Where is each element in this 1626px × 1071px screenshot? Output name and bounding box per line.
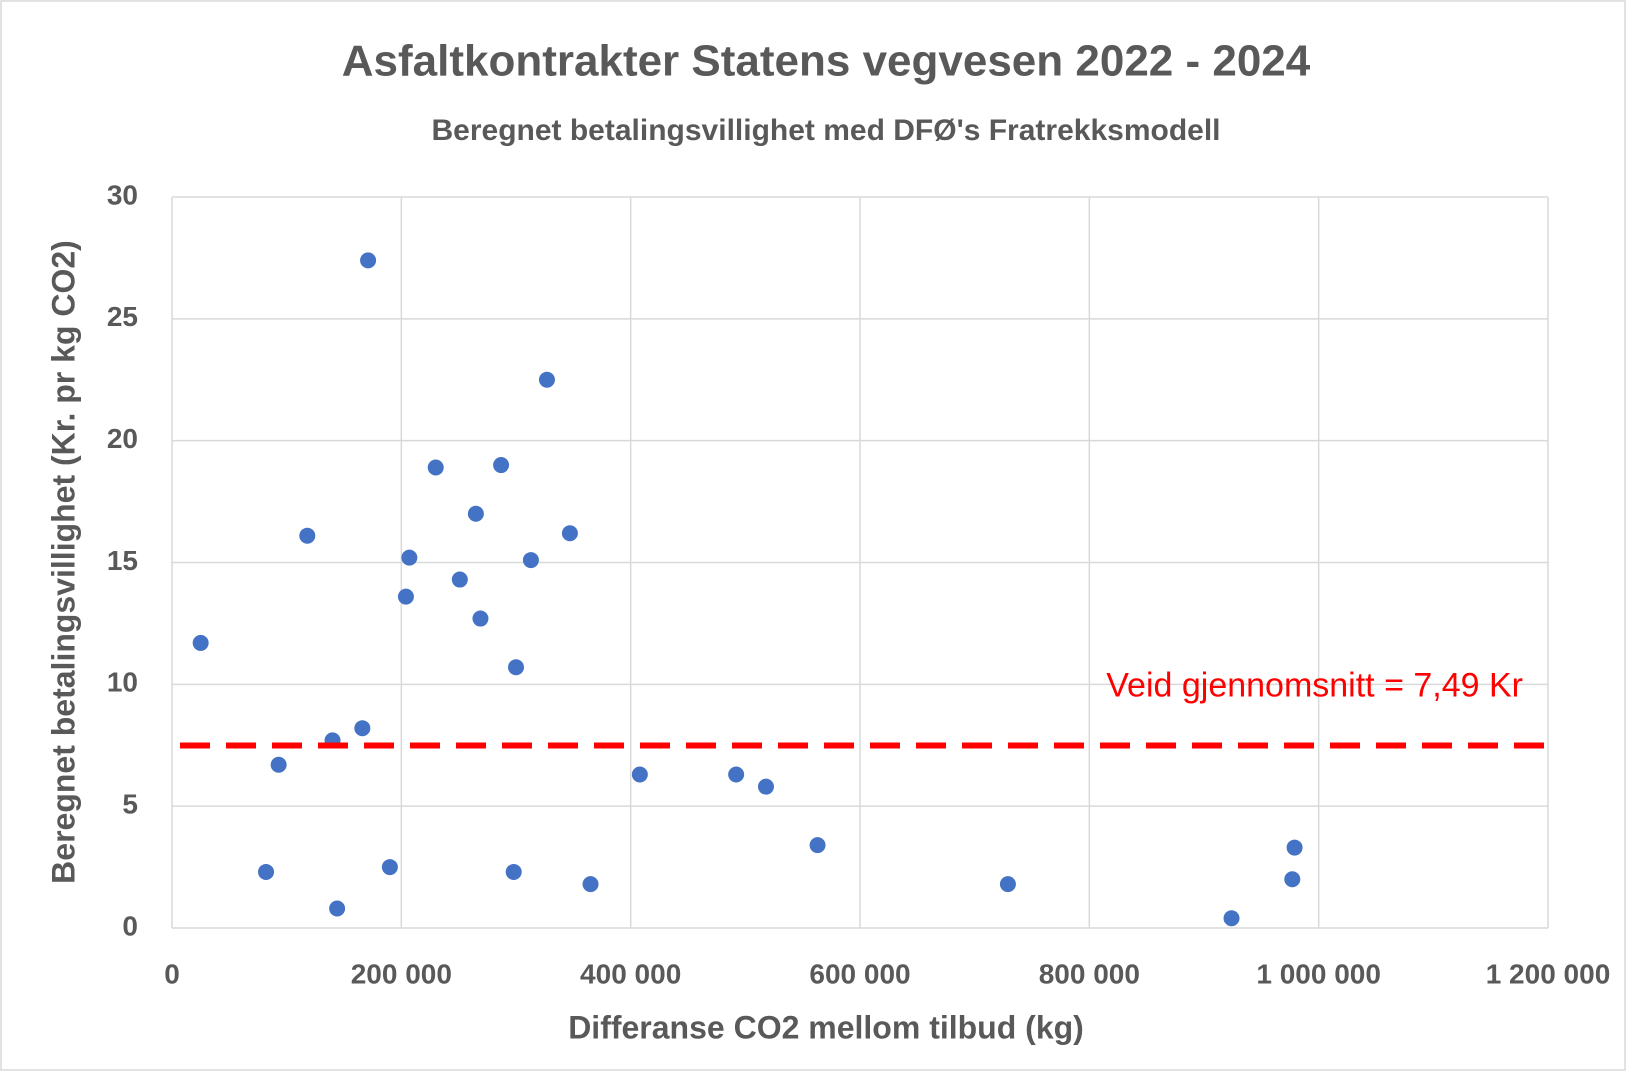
data-point [397,588,414,605]
data-point [270,756,287,773]
y-tick-label: 15 [107,545,138,576]
data-point [451,571,468,588]
data-point [493,457,510,474]
data-point [381,859,398,876]
data-point [258,863,275,880]
x-tick-label: 1 200 000 [1486,958,1611,989]
y-axis-label: Beregnet betalingsvillighet (Kr. pr kg C… [45,240,81,884]
y-tick-label: 0 [122,910,138,941]
data-point [329,900,346,917]
x-tick-label: 1 000 000 [1256,958,1381,989]
data-point [401,549,418,566]
data-point [522,552,539,569]
y-tick-label: 25 [107,301,138,332]
data-point [1286,839,1303,856]
x-axis-label: Differanse CO2 mellom tilbud (kg) [568,1009,1084,1045]
x-tick-label: 400 000 [580,958,681,989]
data-point [472,610,489,627]
x-tick-label: 0 [164,958,180,989]
data-point [561,525,578,542]
data-point [299,527,316,544]
data-point [1284,871,1301,888]
data-point [809,837,826,854]
x-tick-label: 200 000 [351,958,452,989]
data-point [467,505,484,522]
data-point [427,459,444,476]
data-point [631,766,648,783]
data-point [505,863,522,880]
x-tick-label: 800 000 [1039,958,1140,989]
y-tick-label: 10 [107,667,138,698]
chart-subtitle: Beregnet betalingsvillighet med DFØ's Fr… [431,114,1220,147]
data-point [728,766,745,783]
data-point [1223,910,1240,927]
x-tick-label: 600 000 [809,958,910,989]
y-tick-label: 5 [122,789,138,820]
data-point [354,720,371,737]
data-point [757,778,774,795]
data-point [192,634,209,651]
annotation: Veid gjennomsnitt = 7,49 Kr [1106,666,1523,704]
y-tick-label: 30 [107,179,138,210]
data-point [508,659,524,676]
data-point [582,876,599,893]
y-tick-label: 20 [107,423,138,454]
data-point [360,252,377,269]
data-point [538,371,555,388]
data-point [999,876,1016,893]
chart-title: Asfaltkontrakter Statens vegvesen 2022 -… [342,37,1311,86]
